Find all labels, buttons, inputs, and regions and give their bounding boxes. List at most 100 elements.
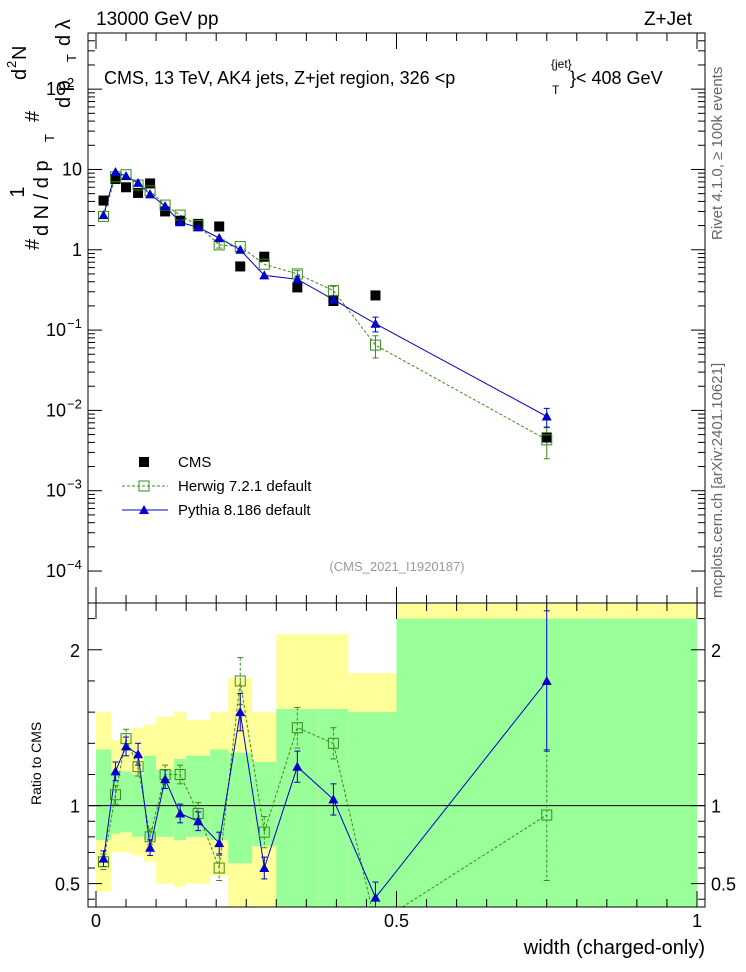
ylabel-d: d	[9, 69, 31, 80]
herwig-point	[258, 258, 270, 270]
herwig-ratio-point	[291, 722, 303, 734]
pythia-ratio-point	[110, 766, 121, 776]
plot-title-sup: {jet}	[551, 57, 572, 71]
cms-point	[235, 261, 246, 272]
y-tick-label: 10	[46, 481, 66, 501]
pythia-ratio-point	[133, 749, 144, 759]
pythia-point	[292, 274, 303, 284]
cms-uncertainty-band-inner	[228, 752, 253, 864]
pythia-point	[328, 294, 339, 304]
pythia-point	[193, 222, 204, 232]
ylabel-hash-2: #	[22, 110, 44, 122]
cms-point	[160, 206, 171, 217]
y-tick-label: 10	[46, 79, 66, 99]
y-tick-label-exponent: −3	[67, 477, 82, 492]
herwig-ratio-point	[258, 826, 270, 838]
pythia-point	[235, 244, 246, 254]
cms-uncertainty-band-inner	[144, 755, 157, 840]
pythia-point	[160, 201, 171, 211]
ylabel-one: 1	[7, 186, 29, 197]
analysis-watermark: (CMS_2021_I1920187)	[329, 559, 464, 574]
herwig-ratio-point	[541, 809, 553, 821]
cms-point	[133, 187, 144, 198]
x-axis-label: width (charged-only)	[523, 937, 705, 959]
y-tick-label-exponent: −2	[67, 396, 82, 411]
main-ylabel: 1 # d N / d p T # d p T d 2 N d λ	[4, 19, 79, 250]
y-tick-label-exponent: −4	[67, 557, 82, 572]
ratio-tick-label: 1	[70, 797, 80, 817]
x-tick-label: 0.5	[384, 911, 409, 931]
pythia-point	[541, 411, 552, 421]
ratio-series-group	[98, 610, 553, 929]
ratio-tick-label-right: 1	[711, 797, 721, 817]
pythia-point	[145, 189, 156, 199]
plot-title-sub: T	[552, 83, 560, 97]
ylabel-dlambda: d λ	[53, 19, 75, 46]
pythia-point	[175, 217, 186, 227]
header-right: Z+Jet	[644, 9, 693, 30]
cms-uncertainty-band-inner	[156, 769, 175, 837]
legend-pythia-label: Pythia 8.186 default	[178, 502, 311, 519]
pythia-point	[133, 177, 144, 187]
plot-title-tail: }< 408 GeV	[570, 68, 663, 88]
herwig-ratio-point	[213, 862, 225, 874]
pythia-ratio-point	[541, 675, 552, 685]
pythia-ratio-point	[292, 761, 303, 771]
herwig-ratio-point	[174, 768, 186, 780]
ylabel-t-1: T	[42, 134, 57, 142]
herwig-ratio-point	[370, 919, 380, 929]
y-tick-label-exponent: 2	[67, 75, 74, 90]
herwig-ratio-point	[132, 761, 144, 773]
legend-herwig-marker	[138, 480, 150, 492]
ylabel-n: N	[9, 46, 31, 60]
pythia-ratio-point	[328, 794, 339, 804]
pythia-point	[259, 270, 270, 280]
legend-cms-label: CMS	[178, 454, 211, 471]
pythia-point	[214, 233, 225, 243]
pythia-ratio-point	[98, 853, 109, 863]
herwig-ratio-line	[103, 680, 548, 907]
cms-point	[145, 178, 156, 189]
cms-uncertainty-band-inner	[96, 749, 112, 840]
ratio-ylabel: Ratio to CMS	[28, 722, 44, 805]
pythia-ratio-point	[370, 892, 381, 902]
herwig-point	[159, 199, 171, 211]
mcplots-label: mcplots.cern.ch [arXiv:2401.10621]	[709, 363, 726, 598]
ylabel-dpt: d p	[53, 80, 75, 108]
cms-point	[541, 432, 552, 443]
ratio-plot-panel: 0 0.5 1 0.5 0.5 1 1 2 2	[55, 602, 736, 931]
y-tick-label: 10	[46, 320, 66, 340]
ylabel-t-2: T	[64, 54, 79, 62]
cms-point	[214, 221, 225, 232]
ylabel-hash-1: #	[22, 238, 44, 250]
plot-title: CMS, 13 TeV, AK4 jets, Z+jet region, 326…	[104, 57, 663, 97]
pythia-point	[110, 166, 121, 176]
pythia-ratio-point	[214, 838, 225, 848]
legend-cms-marker	[139, 457, 149, 467]
herwig-ratio-point	[234, 675, 246, 687]
header-left: 13000 GeV pp	[96, 9, 219, 30]
pythia-point	[370, 318, 381, 328]
legend: CMS Herwig 7.2.1 default Pythia 8.186 de…	[122, 454, 312, 519]
pythia-ratio-point	[160, 774, 171, 784]
pythia-ratio-point	[259, 863, 270, 873]
y-tick-label: 10	[62, 159, 82, 179]
x-tick-label: 1	[692, 911, 702, 931]
ylabel-dndpt: d N / d p	[31, 160, 53, 236]
plot-title-main: CMS, 13 TeV, AK4 jets, Z+jet region, 326…	[104, 68, 455, 88]
cms-point	[121, 182, 132, 193]
cms-point	[292, 282, 303, 293]
pythia-point	[121, 170, 132, 180]
cms-point	[110, 174, 121, 185]
pythia-ratio-point	[175, 808, 186, 818]
herwig-point	[369, 339, 381, 351]
ratio-tick-label-right: 2	[711, 641, 721, 661]
ratio-tick-label: 0.5	[55, 875, 80, 895]
cms-uncertainty-band-inner	[210, 749, 229, 840]
y-tick-label: 10	[46, 561, 66, 581]
legend-pythia-marker	[139, 505, 149, 514]
y-tick-label: 10	[46, 400, 66, 420]
pythia-ratio-point	[145, 842, 156, 852]
ratio-tick-label-right: 0.5	[711, 875, 736, 895]
